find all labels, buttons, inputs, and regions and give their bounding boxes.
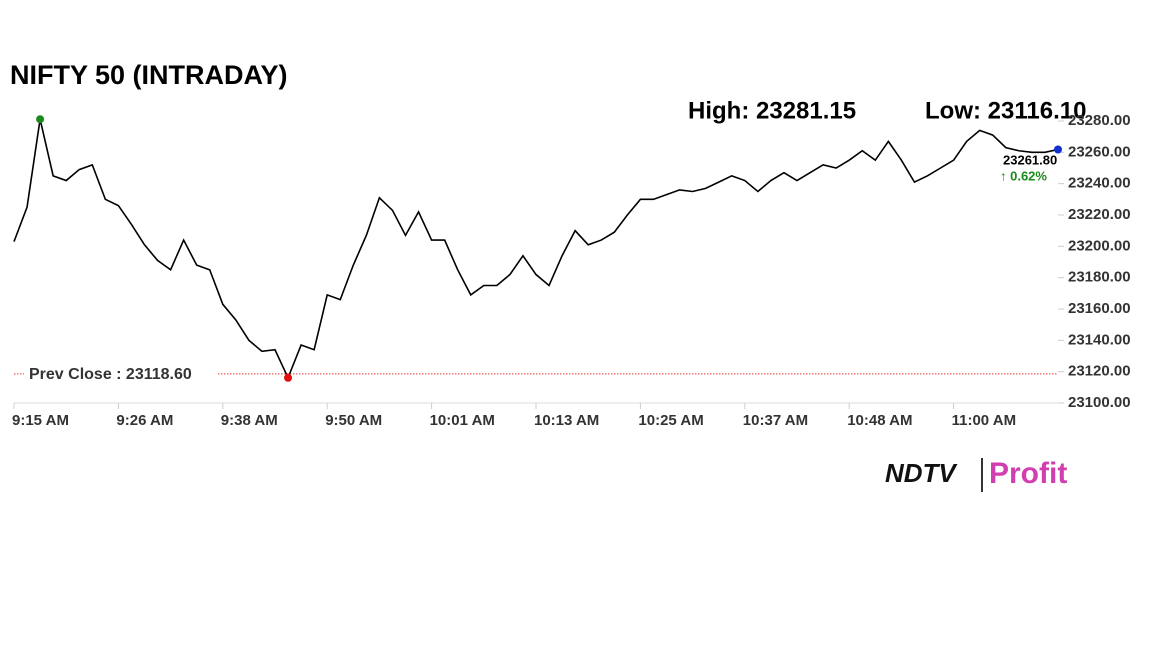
x-tick-label: 9:50 AM [325,412,382,429]
y-tick-label: 23220.00 [1068,206,1131,223]
x-tick-label: 11:00 AM [952,412,1016,429]
high-label: High: 23281.15 [688,97,856,124]
x-tick-label: 10:37 AM [743,412,808,429]
y-tick-label: 23280.00 [1068,112,1131,129]
brand-profit: Profit [989,457,1067,490]
last-price: 23261.80 [1003,152,1057,167]
y-tick-label: 23180.00 [1068,269,1131,286]
y-tick-label: 23200.00 [1068,237,1131,254]
last-dot [1054,145,1062,154]
x-tick-label: 9:26 AM [116,412,173,429]
x-tick-label: 9:15 AM [12,412,69,429]
low-label: Low: 23116.10 [925,97,1086,124]
x-tick-label: 10:25 AM [638,412,703,429]
prev-close-bg [24,363,218,384]
x-tick-label: 10:13 AM [534,412,599,429]
y-tick-label: 23140.00 [1068,331,1131,348]
y-tick-label: 23240.00 [1068,175,1131,192]
y-tick-label: 23100.00 [1068,394,1131,411]
price-line [13,119,1059,380]
y-tick-label: 23120.00 [1068,363,1131,380]
y-tick-label: 23260.00 [1068,143,1131,160]
x-tick-label: 9:38 AM [221,412,278,429]
chart-title: NIFTY 50 (INTRADAY) [10,60,288,90]
change-label: ↑ 0.62% [1000,168,1047,183]
brand-ndtv: NDTV [885,458,958,488]
low-dot [284,373,293,382]
prev-close-label: Prev Close : 23118.60 [29,366,192,383]
x-tick-label: 10:01 AM [430,412,495,429]
x-tick-label: 10:48 AM [847,412,912,429]
high-dot [36,115,45,124]
y-tick-label: 23160.00 [1068,300,1131,317]
